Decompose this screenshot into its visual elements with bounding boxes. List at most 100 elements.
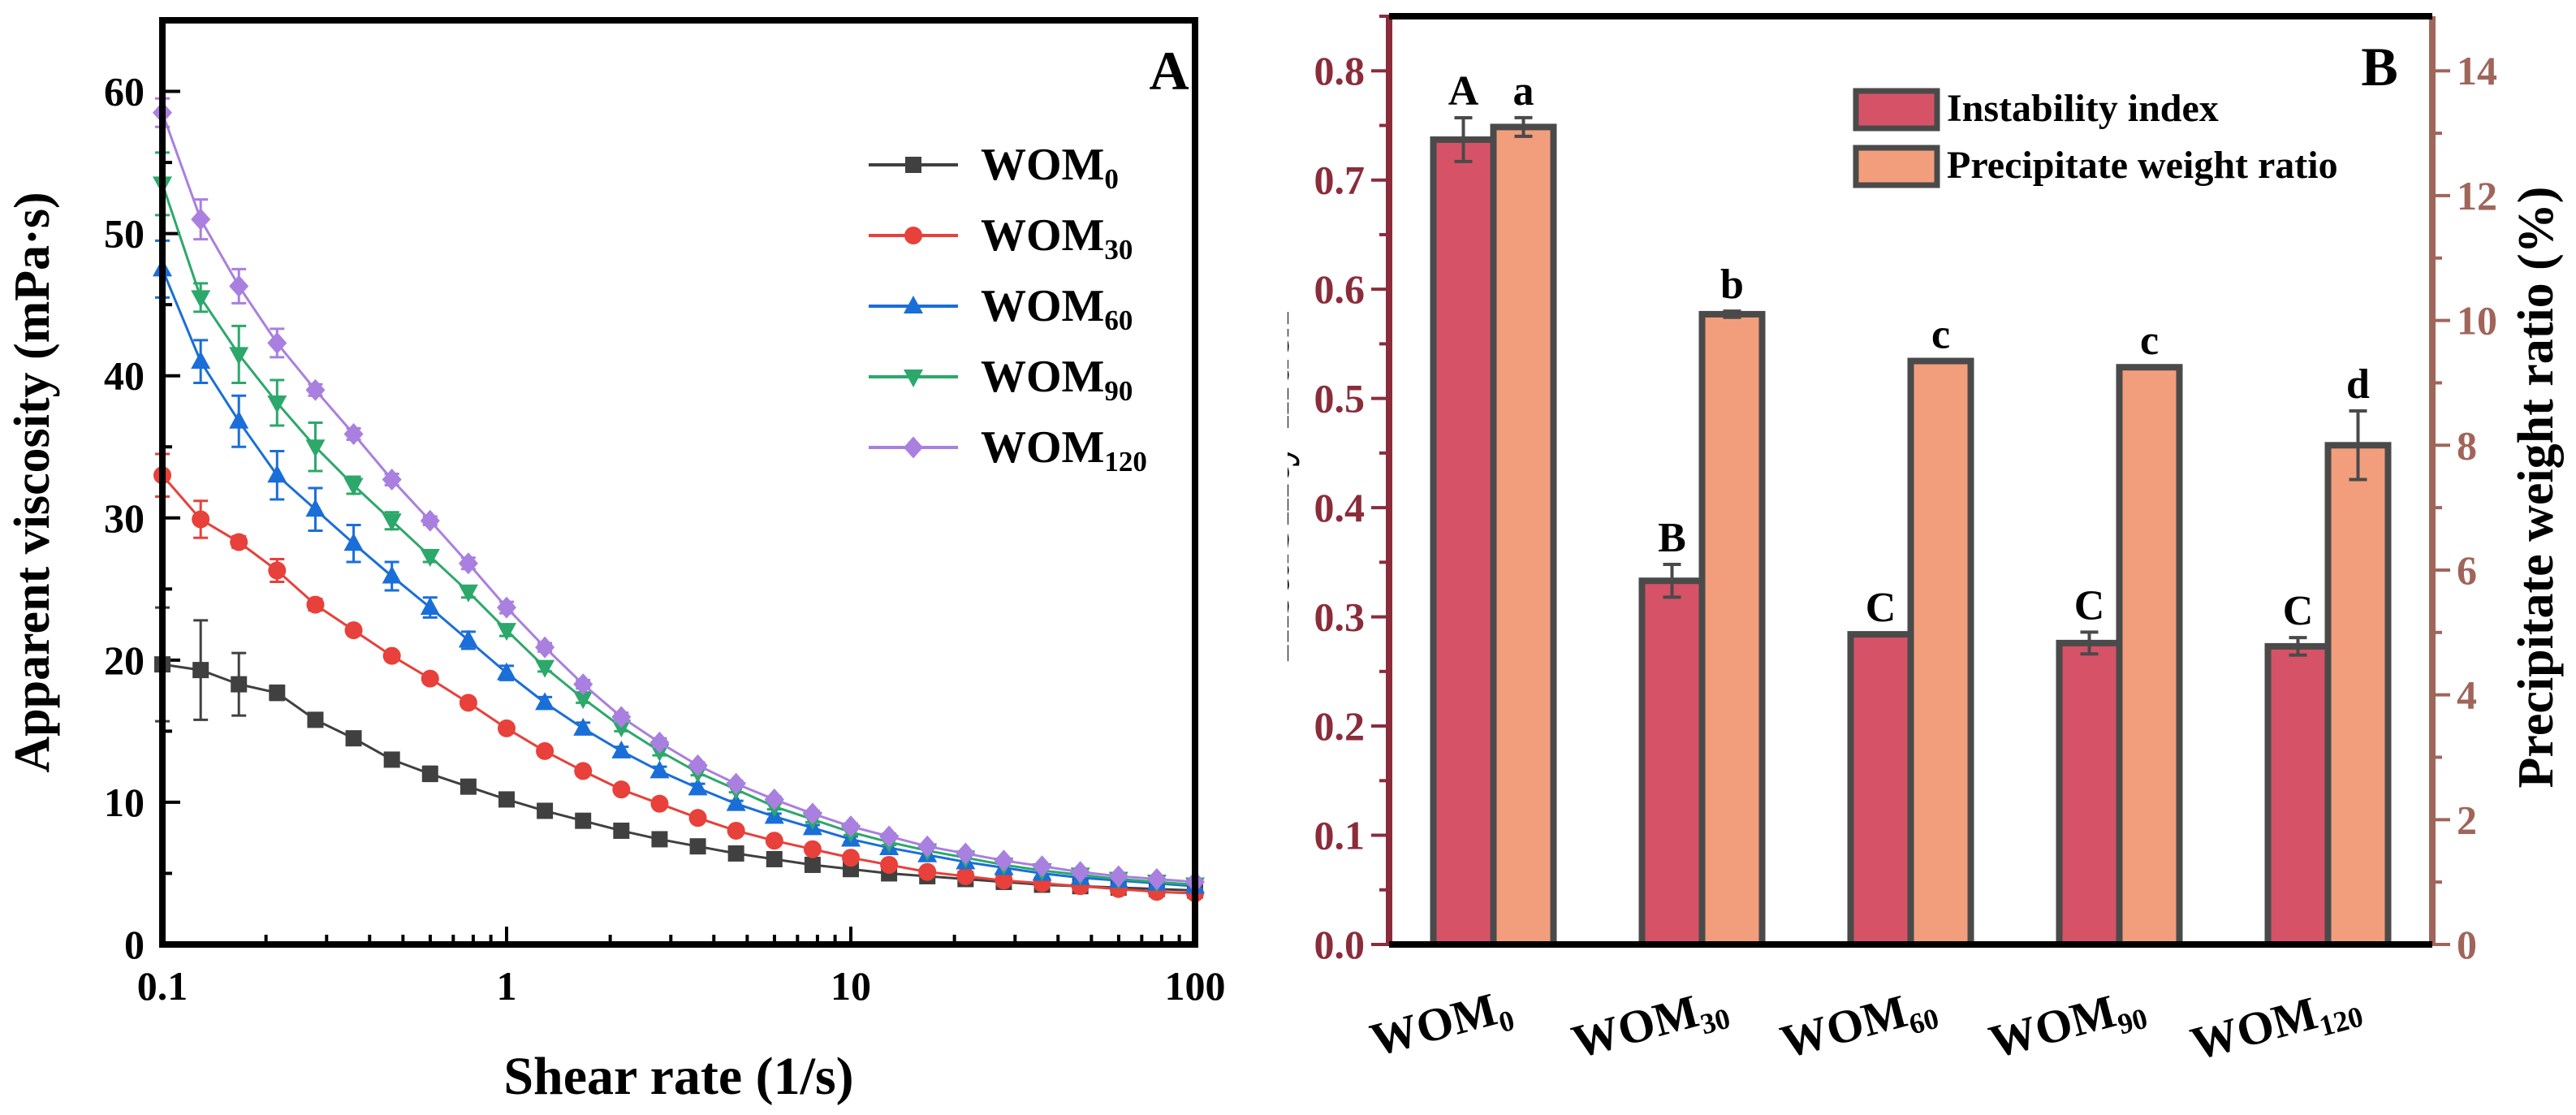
panel-label-a: A bbox=[1149, 40, 1189, 102]
data-point bbox=[649, 731, 670, 754]
data-point bbox=[688, 777, 708, 796]
left-tick-label: 0.4 bbox=[1314, 485, 1366, 530]
left-tick-label: 0.5 bbox=[1314, 376, 1366, 421]
data-point bbox=[612, 780, 631, 799]
bar-instability bbox=[1847, 631, 1914, 948]
right-tick-label: 14 bbox=[2457, 48, 2497, 93]
data-point bbox=[421, 765, 438, 782]
legend-label: WOM30 bbox=[981, 210, 1133, 266]
data-point bbox=[497, 623, 516, 642]
data-point bbox=[574, 762, 593, 780]
data-point bbox=[536, 741, 554, 760]
y-axis-right-label-b: Precipitate weight ratio (%) bbox=[2509, 187, 2564, 789]
data-point bbox=[497, 662, 516, 681]
right-tick-label: 12 bbox=[2457, 173, 2497, 218]
data-point bbox=[727, 821, 745, 840]
x-category-label: WOM30 bbox=[1566, 977, 1733, 1074]
data-point bbox=[611, 706, 632, 728]
x-category-label: WOM60 bbox=[1775, 977, 1942, 1074]
data-point bbox=[573, 691, 593, 710]
data-point bbox=[343, 533, 364, 551]
bar-precipitate bbox=[2324, 442, 2392, 948]
right-tick-label: 8 bbox=[2457, 422, 2477, 468]
data-point bbox=[726, 772, 746, 795]
y-tick-label: 10 bbox=[104, 780, 145, 825]
data-point bbox=[611, 720, 632, 738]
right-tick-label: 4 bbox=[2457, 672, 2477, 718]
legend-label: Precipitate weight ratio bbox=[1947, 144, 2338, 187]
x-category-label: WOM0 bbox=[1365, 979, 1518, 1072]
significance-letter: a bbox=[1513, 68, 1534, 115]
data-point bbox=[191, 208, 211, 231]
data-point bbox=[382, 468, 402, 491]
x-category-label: WOM90 bbox=[1983, 977, 2151, 1074]
data-point bbox=[537, 802, 554, 819]
right-tick-label: 2 bbox=[2457, 797, 2477, 842]
left-tick-label: 0.6 bbox=[1314, 266, 1366, 312]
series-line bbox=[161, 268, 1196, 888]
left-tick-label: 0.2 bbox=[1314, 703, 1366, 749]
data-point bbox=[726, 793, 746, 811]
data-point bbox=[305, 378, 326, 401]
data-point bbox=[880, 855, 899, 874]
data-point bbox=[343, 422, 364, 445]
data-point bbox=[649, 760, 670, 779]
data-point bbox=[879, 825, 900, 848]
x-category-label: WOM120 bbox=[2186, 975, 2367, 1075]
data-point bbox=[613, 822, 630, 839]
data-point bbox=[267, 465, 287, 483]
data-point bbox=[458, 629, 478, 648]
legend-label: Instability index bbox=[1947, 87, 2219, 130]
data-point bbox=[573, 717, 593, 736]
data-point bbox=[535, 659, 555, 678]
data-point bbox=[689, 838, 706, 855]
data-point bbox=[994, 849, 1014, 872]
data-point bbox=[498, 719, 516, 737]
left-tick-label: 0.8 bbox=[1314, 48, 1366, 93]
x-tick-label: 0.1 bbox=[137, 963, 188, 1009]
left-tick-label: 0.0 bbox=[1314, 922, 1366, 967]
data-point bbox=[229, 410, 249, 429]
significance-letter: c bbox=[1931, 312, 1950, 358]
series-wom90 bbox=[153, 151, 1205, 896]
y-tick-label: 40 bbox=[104, 353, 145, 399]
data-point bbox=[803, 840, 822, 858]
data-point bbox=[765, 832, 783, 850]
data-point bbox=[727, 845, 744, 862]
data-point bbox=[305, 439, 326, 458]
bar-precipitate bbox=[1698, 310, 1766, 948]
panel-label-b: B bbox=[2361, 36, 2397, 97]
plot-frame-a bbox=[159, 17, 1198, 948]
y-tick-label: 20 bbox=[104, 637, 145, 683]
data-point bbox=[382, 565, 402, 584]
data-point bbox=[802, 802, 822, 825]
data-point bbox=[611, 740, 632, 758]
data-point bbox=[307, 711, 324, 728]
data-point bbox=[192, 662, 209, 679]
y-tick-label: 60 bbox=[104, 69, 145, 115]
data-point bbox=[460, 778, 477, 795]
legend-a: WOM0 WOM30 WOM60 WOM90 WOM120 bbox=[869, 140, 1147, 478]
bar-precipitate bbox=[1907, 357, 1974, 948]
data-point bbox=[1032, 855, 1052, 878]
data-point bbox=[535, 636, 555, 659]
bar-precipitate bbox=[2116, 364, 2183, 949]
data-point bbox=[382, 513, 402, 532]
legend-label: WOM60 bbox=[981, 281, 1133, 336]
series-line bbox=[162, 663, 1196, 892]
data-point bbox=[345, 730, 362, 747]
significance-letter: C bbox=[2074, 582, 2105, 629]
series-layer-a bbox=[153, 97, 1205, 902]
y-tick-label: 0 bbox=[124, 922, 145, 967]
legend-swatch bbox=[1853, 145, 1940, 188]
data-point bbox=[651, 831, 668, 848]
data-point bbox=[575, 812, 592, 829]
data-point bbox=[421, 669, 439, 688]
legend-swatch bbox=[1853, 88, 1940, 132]
x-tick-label: 10 bbox=[831, 963, 871, 1009]
legend-marker bbox=[905, 157, 921, 173]
legend-marker bbox=[904, 436, 923, 459]
data-point bbox=[191, 351, 211, 370]
data-point bbox=[267, 331, 287, 354]
